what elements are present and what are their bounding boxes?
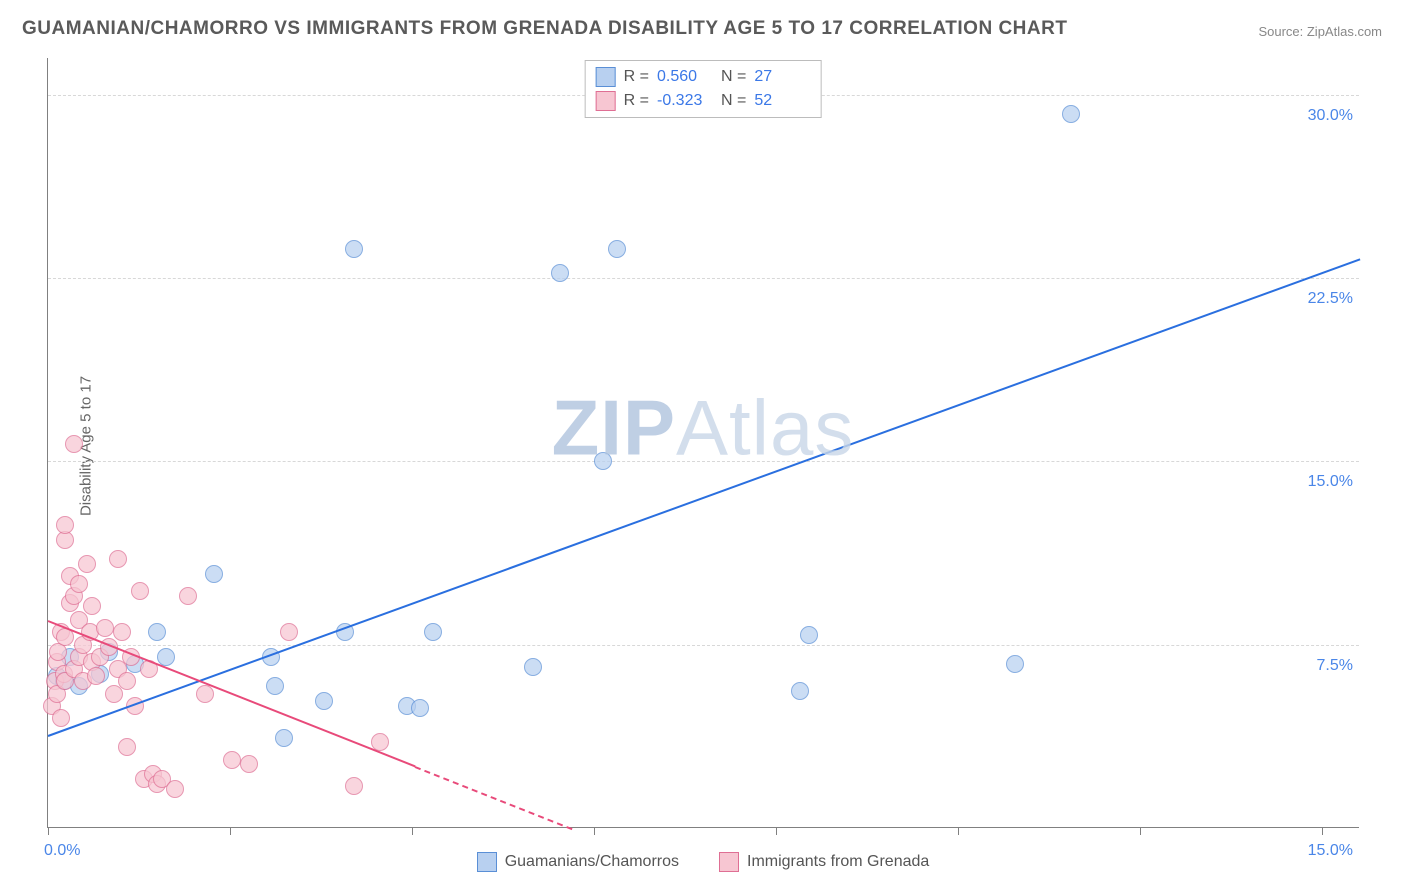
x-tick — [48, 827, 49, 835]
legend-swatch — [477, 852, 497, 872]
scatter-point — [166, 780, 184, 798]
x-tick — [776, 827, 777, 835]
legend-swatch — [596, 67, 616, 87]
gridline-h — [48, 461, 1359, 462]
legend-n-value: 52 — [754, 92, 810, 110]
scatter-point — [78, 555, 96, 573]
scatter-point — [109, 550, 127, 568]
y-tick-label: 15.0% — [1308, 473, 1353, 491]
legend-swatch — [596, 91, 616, 111]
scatter-point — [65, 435, 83, 453]
legend-r-label: R = — [624, 68, 649, 86]
trend-line — [48, 259, 1361, 738]
legend-series-name: Immigrants from Grenada — [747, 853, 929, 871]
scatter-point — [118, 738, 136, 756]
x-tick — [412, 827, 413, 835]
legend-n-label: N = — [721, 68, 746, 86]
scatter-point — [131, 582, 149, 600]
x-tick — [958, 827, 959, 835]
scatter-point — [240, 755, 258, 773]
x-tick — [1140, 827, 1141, 835]
gridline-h — [48, 645, 1359, 646]
scatter-point — [96, 619, 114, 637]
scatter-point — [315, 692, 333, 710]
legend-n-value: 27 — [754, 68, 810, 86]
scatter-point — [275, 729, 293, 747]
legend-n-label: N = — [721, 92, 746, 110]
x-tick — [1322, 827, 1323, 835]
legend-row: R = -0.323 N = 52 — [596, 89, 811, 113]
trend-line — [415, 766, 573, 830]
scatter-point — [1062, 105, 1080, 123]
scatter-point — [87, 667, 105, 685]
scatter-point — [280, 623, 298, 641]
scatter-point — [800, 626, 818, 644]
scatter-point — [424, 623, 442, 641]
legend-row: R = 0.560 N = 27 — [596, 65, 811, 89]
legend-r-value: -0.323 — [657, 92, 713, 110]
scatter-point — [113, 623, 131, 641]
trend-line — [48, 620, 416, 767]
x-tick — [594, 827, 595, 835]
y-tick-label: 22.5% — [1308, 290, 1353, 308]
scatter-point — [345, 777, 363, 795]
scatter-point — [157, 648, 175, 666]
scatter-point — [608, 240, 626, 258]
scatter-point — [52, 709, 70, 727]
legend-item: Guamanians/Chamorros — [477, 852, 679, 872]
scatter-point — [148, 623, 166, 641]
scatter-point — [551, 264, 569, 282]
plot-area: 7.5%15.0%22.5%30.0%0.0%15.0% — [47, 58, 1359, 828]
legend-item: Immigrants from Grenada — [719, 852, 929, 872]
y-tick-label: 7.5% — [1317, 657, 1353, 675]
scatter-point — [266, 677, 284, 695]
scatter-point — [594, 452, 612, 470]
legend-series-name: Guamanians/Chamorros — [505, 853, 679, 871]
scatter-point — [223, 751, 241, 769]
scatter-point — [205, 565, 223, 583]
scatter-point — [791, 682, 809, 700]
chart-title: GUAMANIAN/CHAMORRO VS IMMIGRANTS FROM GR… — [22, 18, 1067, 40]
scatter-point — [411, 699, 429, 717]
scatter-point — [1006, 655, 1024, 673]
legend-swatch — [719, 852, 739, 872]
correlation-legend: R = 0.560 N = 27 R = -0.323 N = 52 — [585, 60, 822, 118]
scatter-point — [524, 658, 542, 676]
gridline-h — [48, 278, 1359, 279]
scatter-point — [56, 516, 74, 534]
scatter-point — [118, 672, 136, 690]
scatter-point — [70, 575, 88, 593]
legend-r-label: R = — [624, 92, 649, 110]
y-tick-label: 30.0% — [1308, 107, 1353, 125]
scatter-point — [83, 597, 101, 615]
series-legend: Guamanians/Chamorros Immigrants from Gren… — [0, 852, 1406, 872]
legend-r-value: 0.560 — [657, 68, 713, 86]
source-attribution: Source: ZipAtlas.com — [1258, 24, 1382, 39]
x-tick — [230, 827, 231, 835]
scatter-point — [179, 587, 197, 605]
scatter-point — [345, 240, 363, 258]
